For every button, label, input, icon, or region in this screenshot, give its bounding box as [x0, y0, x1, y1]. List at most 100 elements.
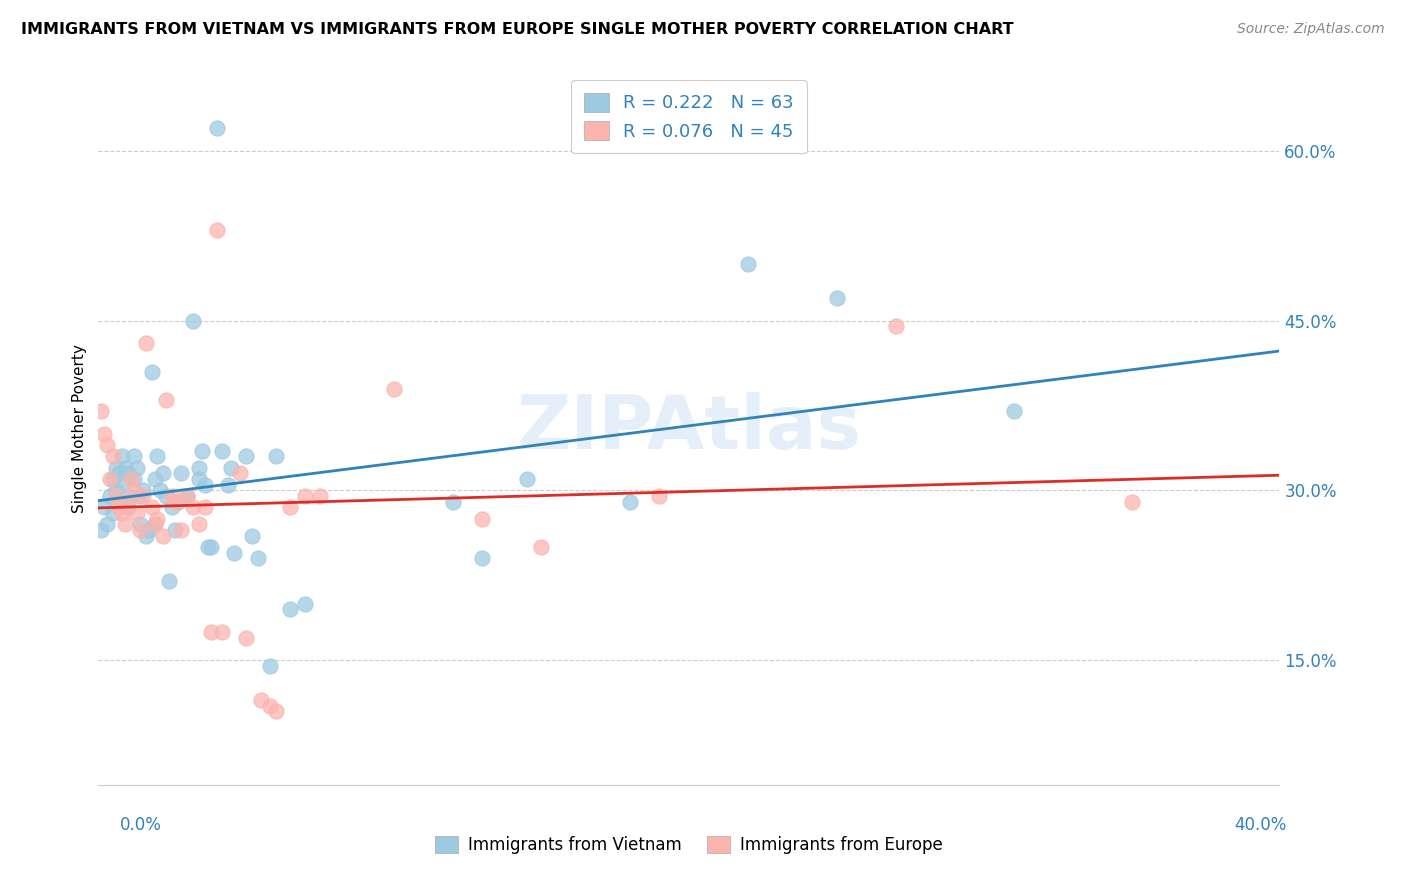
- Point: [108, 495, 131, 509]
- Point: [103, 450, 125, 464]
- Point: [114, 460, 136, 475]
- Point: [259, 659, 281, 673]
- Point: [162, 500, 183, 515]
- Point: [187, 460, 209, 475]
- Point: [176, 489, 198, 503]
- Point: [122, 483, 145, 498]
- Point: [152, 529, 174, 543]
- Point: [471, 512, 494, 526]
- Legend: Immigrants from Vietnam, Immigrants from Europe: Immigrants from Vietnam, Immigrants from…: [426, 828, 952, 863]
- Point: [114, 517, 136, 532]
- Point: [884, 319, 907, 334]
- Point: [155, 392, 177, 407]
- Point: [280, 500, 302, 515]
- Point: [217, 477, 239, 491]
- Point: [122, 472, 145, 486]
- Point: [128, 523, 150, 537]
- Point: [111, 450, 134, 464]
- Point: [170, 467, 193, 481]
- Point: [200, 625, 222, 640]
- Point: [221, 460, 243, 475]
- Point: [294, 489, 316, 503]
- Point: [122, 450, 145, 464]
- Point: [128, 517, 150, 532]
- Point: [240, 529, 263, 543]
- Point: [141, 500, 163, 515]
- Point: [382, 382, 405, 396]
- Text: 40.0%: 40.0%: [1234, 816, 1286, 834]
- Point: [211, 625, 233, 640]
- Point: [309, 489, 332, 503]
- Text: ZIPAtlas: ZIPAtlas: [516, 392, 862, 465]
- Point: [132, 489, 155, 503]
- Point: [530, 540, 553, 554]
- Point: [259, 698, 281, 713]
- Point: [471, 551, 494, 566]
- Point: [103, 472, 125, 486]
- Point: [194, 477, 217, 491]
- Point: [200, 540, 222, 554]
- Point: [98, 489, 121, 503]
- Point: [205, 223, 228, 237]
- Point: [143, 472, 166, 486]
- Point: [167, 495, 190, 509]
- Point: [128, 489, 150, 503]
- Point: [111, 506, 134, 520]
- Point: [132, 483, 155, 498]
- Point: [648, 489, 671, 503]
- Point: [96, 438, 118, 452]
- Point: [205, 120, 228, 135]
- Point: [93, 500, 115, 515]
- Point: [105, 489, 128, 503]
- Point: [250, 693, 273, 707]
- Point: [135, 336, 157, 351]
- Point: [737, 257, 759, 271]
- Point: [165, 523, 187, 537]
- Point: [235, 631, 257, 645]
- Point: [441, 495, 464, 509]
- Point: [825, 291, 848, 305]
- Point: [181, 500, 204, 515]
- Point: [157, 574, 180, 588]
- Point: [170, 523, 193, 537]
- Point: [181, 313, 204, 327]
- Point: [191, 443, 214, 458]
- Point: [125, 460, 148, 475]
- Point: [108, 500, 131, 515]
- Point: [120, 472, 142, 486]
- Point: [619, 495, 641, 509]
- Point: [224, 546, 246, 560]
- Point: [176, 489, 198, 503]
- Point: [1121, 495, 1143, 509]
- Point: [117, 495, 139, 509]
- Point: [146, 450, 169, 464]
- Point: [146, 512, 169, 526]
- Point: [211, 443, 233, 458]
- Point: [93, 426, 115, 441]
- Point: [135, 529, 157, 543]
- Text: IMMIGRANTS FROM VIETNAM VS IMMIGRANTS FROM EUROPE SINGLE MOTHER POVERTY CORRELAT: IMMIGRANTS FROM VIETNAM VS IMMIGRANTS FR…: [21, 22, 1014, 37]
- Point: [90, 404, 112, 418]
- Point: [105, 483, 128, 498]
- Point: [294, 597, 316, 611]
- Point: [117, 467, 139, 481]
- Point: [141, 365, 163, 379]
- Point: [194, 500, 217, 515]
- Point: [98, 472, 121, 486]
- Point: [149, 483, 172, 498]
- Point: [280, 602, 302, 616]
- Point: [105, 460, 128, 475]
- Point: [120, 489, 142, 503]
- Point: [103, 506, 125, 520]
- Point: [125, 506, 148, 520]
- Text: Source: ZipAtlas.com: Source: ZipAtlas.com: [1237, 22, 1385, 37]
- Text: 0.0%: 0.0%: [120, 816, 162, 834]
- Point: [235, 450, 257, 464]
- Point: [111, 477, 134, 491]
- Point: [1002, 404, 1025, 418]
- Point: [246, 551, 269, 566]
- Point: [187, 517, 209, 532]
- Point: [143, 517, 166, 532]
- Point: [117, 500, 139, 515]
- Y-axis label: Single Mother Poverty: Single Mother Poverty: [72, 343, 87, 513]
